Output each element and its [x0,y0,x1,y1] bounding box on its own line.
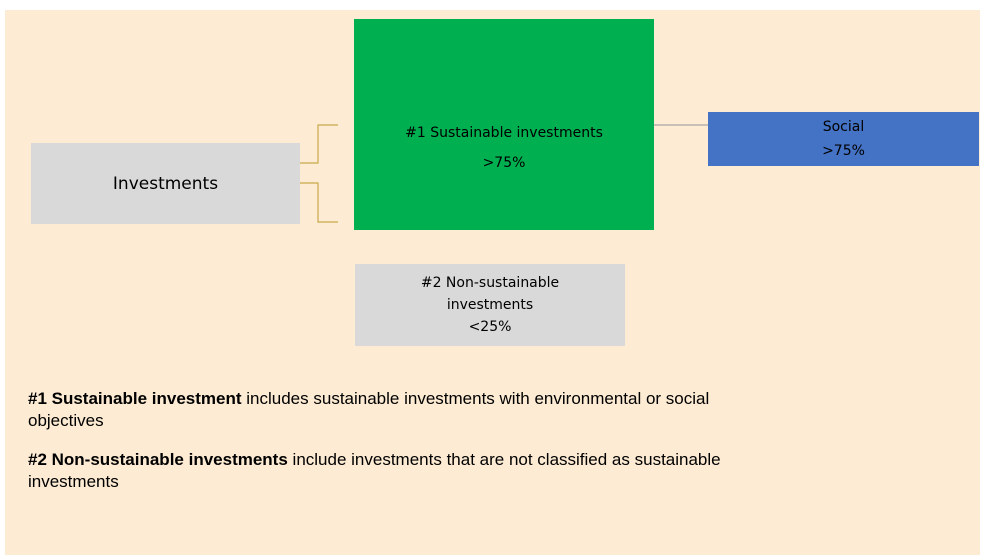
node-label: >75% [822,143,865,159]
node-label: #2 Non-sustainable [420,275,560,291]
node: #1 Sustainable investments >75% [354,19,654,230]
node-label: investments [446,297,534,313]
note-term: #2 Non-sustainable investments [28,450,288,469]
node-label: <25% [468,319,512,335]
node: Social >75% [708,112,979,166]
node-label: #1 Sustainable investments [405,125,603,141]
note: #1 Sustainable investment includes susta… [28,388,788,432]
node: #2 Non-sustainable investments <25% [355,264,625,346]
connector [300,124,338,164]
node-label: >75% [482,155,526,171]
node-label: Social [822,119,865,135]
note: #2 Non-sustainable investments include i… [28,449,788,493]
node: Investments [31,143,300,224]
connector [300,182,338,223]
note-term: #1 Sustainable investment [28,389,242,408]
note-text: includes sustainable investments with en… [28,389,710,430]
note-text: include investments that are not classif… [28,450,721,491]
node-label: Investments [112,173,219,194]
